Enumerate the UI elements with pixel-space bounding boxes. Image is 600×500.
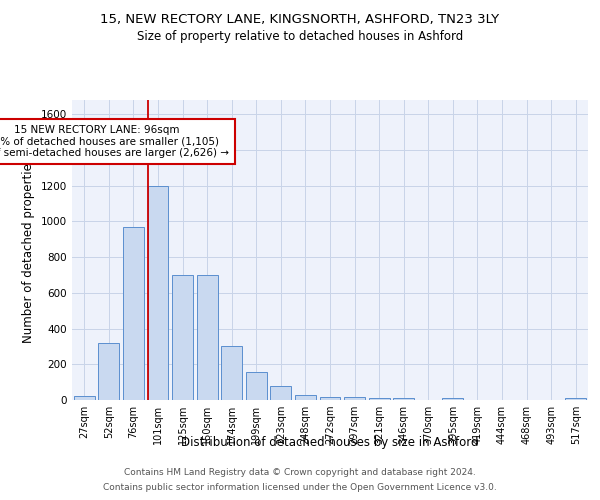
Bar <box>393 398 414 400</box>
Bar <box>320 397 340 400</box>
Text: 15, NEW RECTORY LANE, KINGSNORTH, ASHFORD, TN23 3LY: 15, NEW RECTORY LANE, KINGSNORTH, ASHFOR… <box>100 12 500 26</box>
Bar <box>246 372 267 400</box>
Bar <box>368 398 389 400</box>
Bar <box>172 275 193 400</box>
Bar <box>442 398 463 400</box>
Text: Size of property relative to detached houses in Ashford: Size of property relative to detached ho… <box>137 30 463 43</box>
Bar <box>344 398 365 400</box>
Bar <box>221 346 242 400</box>
Bar <box>295 395 316 400</box>
Text: Contains public sector information licensed under the Open Government Licence v3: Contains public sector information licen… <box>103 483 497 492</box>
Y-axis label: Number of detached properties: Number of detached properties <box>22 157 35 343</box>
Bar <box>565 398 586 400</box>
Text: 15 NEW RECTORY LANE: 96sqm
← 29% of detached houses are smaller (1,105)
70% of s: 15 NEW RECTORY LANE: 96sqm ← 29% of deta… <box>0 125 229 158</box>
Text: Contains HM Land Registry data © Crown copyright and database right 2024.: Contains HM Land Registry data © Crown c… <box>124 468 476 477</box>
Text: Distribution of detached houses by size in Ashford: Distribution of detached houses by size … <box>181 436 479 449</box>
Bar <box>98 343 119 400</box>
Bar <box>74 396 95 400</box>
Bar <box>271 386 292 400</box>
Bar <box>197 275 218 400</box>
Bar <box>123 227 144 400</box>
Bar <box>148 186 169 400</box>
